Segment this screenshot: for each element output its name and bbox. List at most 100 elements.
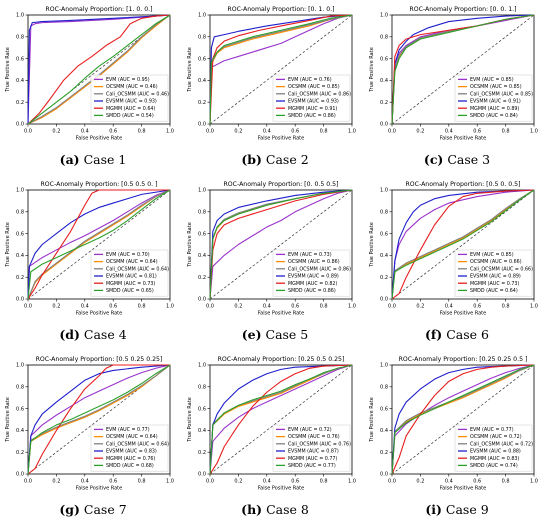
roc-curve-evsmm bbox=[27, 364, 171, 475]
legend-label: SMDD (AUC = 0.84) bbox=[470, 113, 518, 119]
roc-curve-mgmm bbox=[27, 364, 170, 475]
y-tick-label: 0.6 bbox=[198, 231, 206, 237]
x-tick-label: 0.0 bbox=[206, 304, 214, 310]
roc-panel: ROC-Anomaly Proportion: [0. 1. 0.] 0.0 0.0… bbox=[184, 2, 366, 174]
x-tick-label: 0.4 bbox=[263, 479, 271, 485]
plot-frame bbox=[27, 364, 171, 475]
legend-label: SMDD (AUC = 0.74) bbox=[470, 463, 518, 469]
y-tick-label: 0.8 bbox=[198, 210, 206, 216]
legend-label: OCSMM (AUC = 0.64) bbox=[106, 259, 158, 265]
roc-panel: ROC-Anomaly Proportion: [0.5 0. 0.5] 0.0 0… bbox=[366, 177, 548, 349]
legend-label: SMDD (AUC = 0.86) bbox=[288, 288, 336, 294]
x-tick-label: 0.2 bbox=[234, 479, 242, 485]
x-tick-label: 0.4 bbox=[263, 129, 271, 135]
y-tick-label: 0.4 bbox=[380, 78, 388, 84]
roc-curve-ocsmm bbox=[391, 189, 535, 300]
legend-label: EVM (AUC = 0.73) bbox=[288, 252, 332, 258]
y-tick-label: 0.2 bbox=[198, 275, 206, 281]
chart-title: ROC-Anomaly Proportion: [1. 0. 0.] bbox=[45, 6, 152, 13]
roc-curve-mgmm bbox=[391, 364, 535, 475]
x-axis-label: False Positive Rate bbox=[440, 311, 486, 317]
x-tick-label: 0.4 bbox=[445, 129, 453, 135]
legend-label: Cali_OCSMM (AUC = 0.66) bbox=[470, 266, 533, 272]
legend-box bbox=[272, 424, 351, 472]
x-tick-label: 0.4 bbox=[263, 304, 271, 310]
plot-frame bbox=[391, 189, 535, 300]
legend-label: MGMM (AUC = 0.82) bbox=[288, 281, 337, 287]
x-tick-label: 0.6 bbox=[291, 129, 299, 135]
x-axis-label: False Positive Rate bbox=[258, 486, 304, 492]
y-tick-label: 0.0 bbox=[380, 472, 388, 478]
x-tick-label: 0.8 bbox=[138, 479, 146, 485]
chart-title: ROC-Anomaly Proportion: [0.5 0.25 0.25] bbox=[36, 356, 163, 363]
x-tick-label: 1.0 bbox=[348, 129, 356, 135]
roc-curve-evm bbox=[209, 14, 353, 125]
y-tick-label: 0.0 bbox=[198, 472, 206, 478]
legend-label: EVSMM (AUC = 0.83) bbox=[106, 449, 157, 455]
panel-caption: (d) Case 4 bbox=[2, 327, 184, 342]
legend-label: OCSMM (AUC = 0.86) bbox=[288, 259, 340, 265]
roc-curve-smdd bbox=[209, 189, 353, 300]
y-axis-label: True Positive Rate bbox=[187, 222, 193, 268]
x-axis-label: False Positive Rate bbox=[440, 486, 486, 492]
legend-label: OCSMM (AUC = 0.76) bbox=[288, 434, 340, 440]
x-tick-label: 0.6 bbox=[109, 129, 117, 135]
x-tick-label: 0.8 bbox=[502, 129, 510, 135]
legend-label: Cali_OCSMM (AUC = 0.86) bbox=[288, 91, 351, 97]
roc-panel: ROC-Anomaly Proportion: [0. 0. 1.] 0.0 0.0… bbox=[366, 2, 548, 174]
caption-text: Case 4 bbox=[79, 327, 127, 342]
x-tick-label: 0.2 bbox=[234, 304, 242, 310]
x-tick-label: 0.8 bbox=[502, 479, 510, 485]
roc-curve-smdd bbox=[27, 364, 171, 475]
legend-label: Cali_OCSMM (AUC = 0.85) bbox=[470, 91, 533, 97]
legend-label: EVSMM (AUC = 0.93) bbox=[106, 99, 157, 105]
y-tick-label: 0.0 bbox=[380, 122, 388, 128]
legend-label: EVM (AUC = 0.76) bbox=[288, 77, 332, 83]
roc-curve-mgmm bbox=[27, 14, 171, 125]
y-axis-label: True Positive Rate bbox=[187, 47, 193, 93]
x-tick-label: 0.2 bbox=[52, 479, 60, 485]
roc-curve-ocsmm bbox=[27, 364, 171, 475]
legend-box bbox=[272, 74, 351, 122]
x-tick-label: 1.0 bbox=[348, 304, 356, 310]
x-tick-label: 0.6 bbox=[291, 479, 299, 485]
roc-panel: ROC-Anomaly Proportion: [0. 0.5 0.5] 0.0 0… bbox=[184, 177, 366, 349]
legend-label: SMDD (AUC = 0.64) bbox=[470, 288, 518, 294]
x-tick-label: 0.2 bbox=[52, 129, 60, 135]
legend-label: Cali_OCSMM (AUC = 0.86) bbox=[288, 266, 351, 272]
roc-curve-smdd bbox=[391, 189, 535, 300]
x-tick-label: 0.0 bbox=[388, 479, 396, 485]
y-axis-label: True Positive Rate bbox=[5, 47, 11, 93]
roc-chart: ROC-Anomaly Proportion: [0.5 0. 0.5]0.00… bbox=[369, 181, 538, 317]
y-tick-label: 0.8 bbox=[16, 210, 24, 216]
roc-chart: ROC-Anomaly Proportion: [1. 0. 0.] 0.00.0… bbox=[5, 6, 174, 142]
legend-label: SMDD (AUC = 0.77) bbox=[288, 463, 336, 469]
legend-label: OCSMM (AUC = 0.64) bbox=[106, 434, 158, 440]
x-axis-label: False Positive Rate bbox=[76, 486, 122, 492]
legend-label: MGMM (AUC = 0.83) bbox=[470, 456, 519, 462]
chart-title: ROC-Anomaly Proportion: [0. 0. 1.] bbox=[409, 6, 516, 13]
x-tick-label: 0.2 bbox=[416, 304, 424, 310]
roc-curve-cali-ocsmm bbox=[391, 189, 535, 300]
legend-box bbox=[454, 249, 533, 297]
x-tick-label: 0.0 bbox=[24, 304, 32, 310]
chance-diagonal bbox=[391, 189, 535, 300]
y-tick-label: 0.2 bbox=[16, 100, 24, 106]
roc-curve-evsmm bbox=[391, 14, 535, 125]
roc-chart: ROC-Anomaly Proportion: [0. 0.5 0.5]0.00… bbox=[187, 181, 356, 317]
roc-panel: ROC-Anomaly Proportion: [0.25 0.5 0.25] 0… bbox=[184, 352, 366, 524]
x-tick-label: 1.0 bbox=[166, 304, 174, 310]
x-tick-label: 0.6 bbox=[473, 479, 481, 485]
y-tick-label: 1.0 bbox=[380, 13, 388, 19]
x-tick-label: 0.6 bbox=[109, 479, 117, 485]
roc-curve-smdd bbox=[27, 189, 171, 300]
y-tick-label: 1.0 bbox=[380, 363, 388, 369]
legend-label: Cali_OCSMM (AUC = 0.46) bbox=[106, 91, 169, 97]
legend-label: EVSMM (AUC = 0.89) bbox=[470, 274, 521, 280]
y-tick-label: 0.8 bbox=[16, 385, 24, 391]
x-tick-label: 0.8 bbox=[320, 479, 328, 485]
y-tick-label: 0.6 bbox=[380, 56, 388, 62]
chance-diagonal bbox=[27, 189, 171, 300]
plot-frame bbox=[209, 14, 353, 125]
